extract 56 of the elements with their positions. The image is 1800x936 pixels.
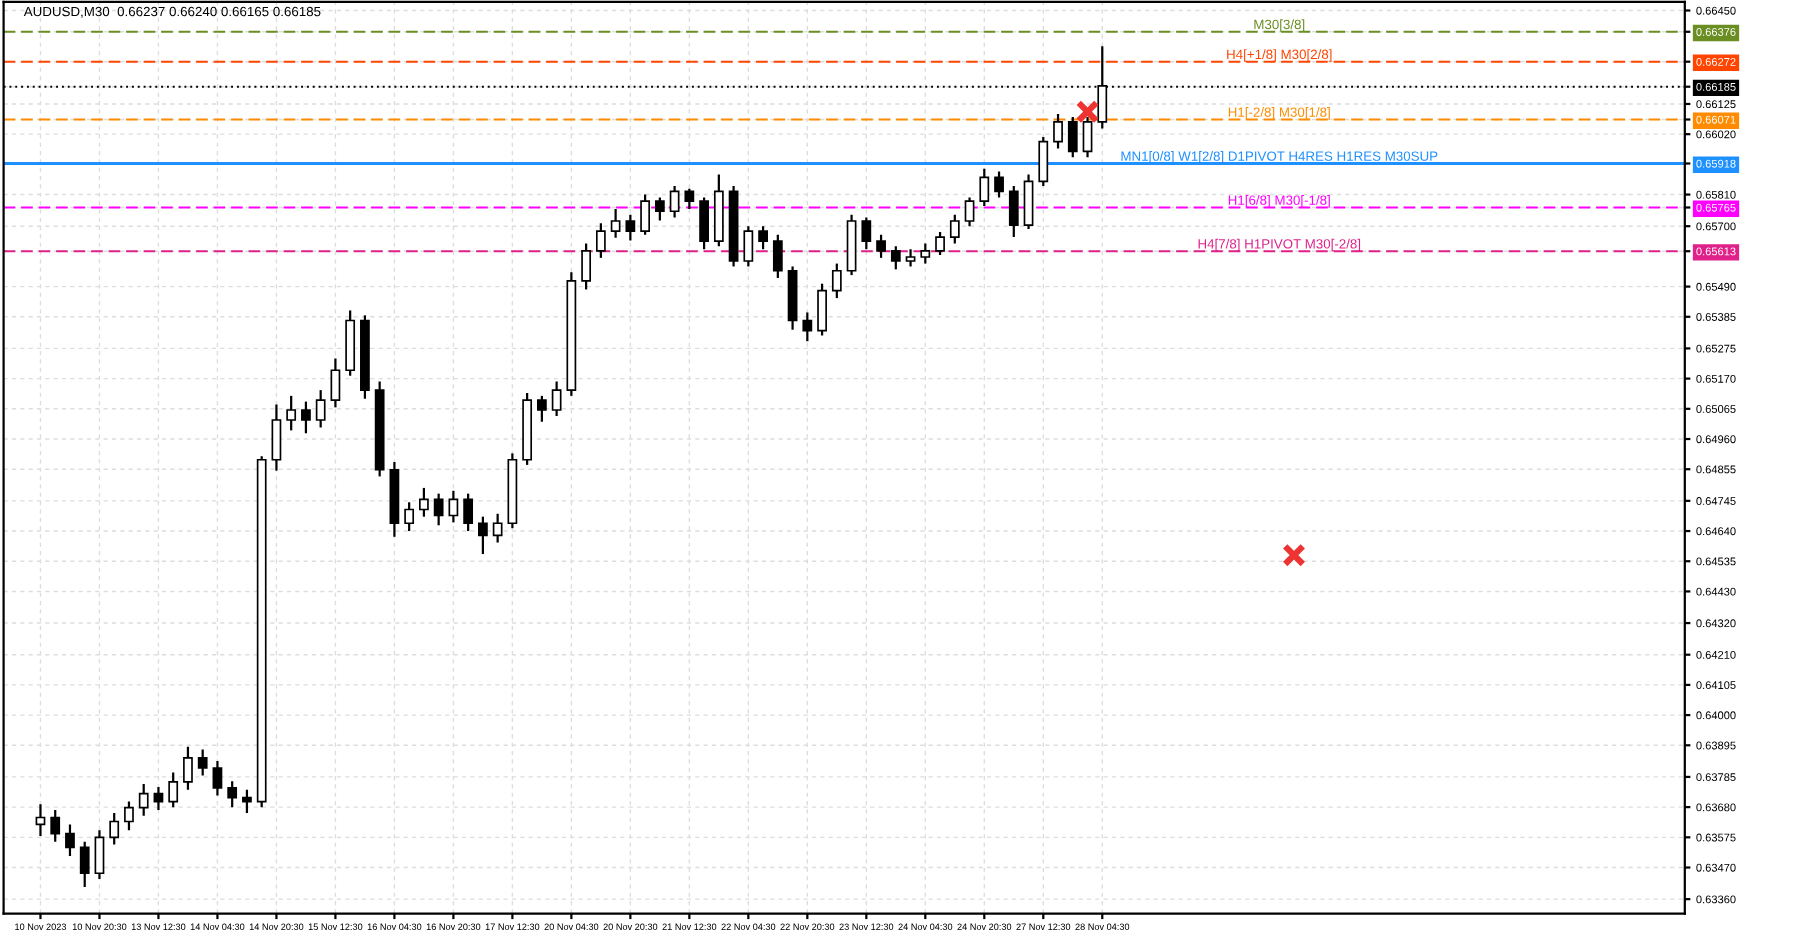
candlestick — [315, 389, 326, 429]
candlestick — [625, 213, 636, 242]
candlestick — [935, 230, 945, 257]
candlestick — [920, 242, 931, 265]
candlestick — [212, 760, 223, 797]
candlestick — [640, 193, 651, 236]
candlestick — [301, 400, 311, 435]
candlestick — [138, 783, 149, 817]
candlestick — [536, 394, 547, 423]
candlestick — [197, 748, 208, 777]
candlestick — [1053, 112, 1063, 150]
candlestick — [404, 501, 415, 533]
candlestick — [890, 245, 901, 271]
candlestick — [271, 403, 282, 472]
candlestick — [433, 492, 444, 527]
candlestick — [669, 184, 680, 219]
candlestick — [861, 216, 872, 251]
candlestick — [1082, 115, 1093, 159]
candlestick — [492, 512, 503, 544]
candlestick — [419, 486, 429, 518]
candlestick — [817, 282, 827, 337]
candlestick — [581, 242, 592, 291]
candlestick — [463, 492, 474, 533]
candlestick — [1023, 173, 1034, 231]
candlestick — [743, 225, 754, 268]
candlestick — [802, 311, 813, 343]
candlestick — [65, 823, 75, 858]
candlestick — [684, 187, 695, 211]
candlestick — [949, 213, 960, 245]
candlestick — [79, 840, 90, 889]
candlestick — [1067, 115, 1078, 159]
candlestick — [286, 394, 297, 432]
candlestick — [94, 829, 105, 881]
candlestick — [551, 380, 562, 418]
candlestick — [699, 196, 709, 251]
candlestick — [330, 357, 341, 409]
candlestick — [242, 788, 252, 814]
candlestick — [964, 196, 975, 228]
candlestick — [595, 222, 606, 259]
candlestick — [50, 808, 61, 843]
candlestick — [124, 800, 134, 832]
candlestick — [758, 225, 768, 251]
candlestick — [831, 262, 842, 300]
candlestick — [477, 515, 488, 556]
candlestick — [654, 196, 665, 222]
candlestick — [183, 745, 193, 791]
candlestick — [979, 167, 990, 208]
candlestick — [772, 233, 783, 280]
candlestick — [227, 780, 238, 809]
candlestick — [168, 771, 179, 809]
candlestick — [1008, 184, 1019, 239]
candlestick — [109, 811, 120, 846]
candlestick — [610, 207, 621, 239]
candlestick — [1038, 135, 1049, 188]
candlestick — [994, 170, 1004, 199]
candlestick — [876, 233, 886, 259]
